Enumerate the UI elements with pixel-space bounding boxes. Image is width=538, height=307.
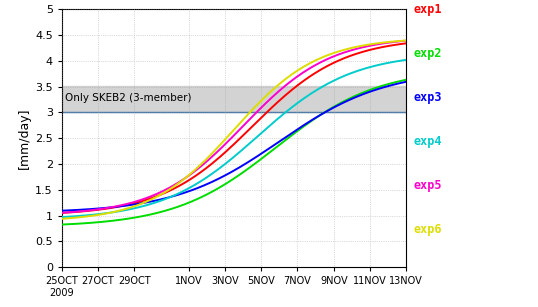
Text: exp4: exp4 (413, 135, 442, 148)
Y-axis label: [mm/day]: [mm/day] (18, 107, 31, 169)
Text: Only SKEB2 (3-member): Only SKEB2 (3-member) (65, 93, 191, 103)
Text: exp2: exp2 (413, 47, 442, 60)
Text: exp1: exp1 (413, 3, 442, 16)
Bar (62, 86, 406, 112)
Text: exp5: exp5 (413, 179, 442, 192)
Text: exp3: exp3 (413, 91, 442, 104)
Text: exp6: exp6 (413, 223, 442, 236)
